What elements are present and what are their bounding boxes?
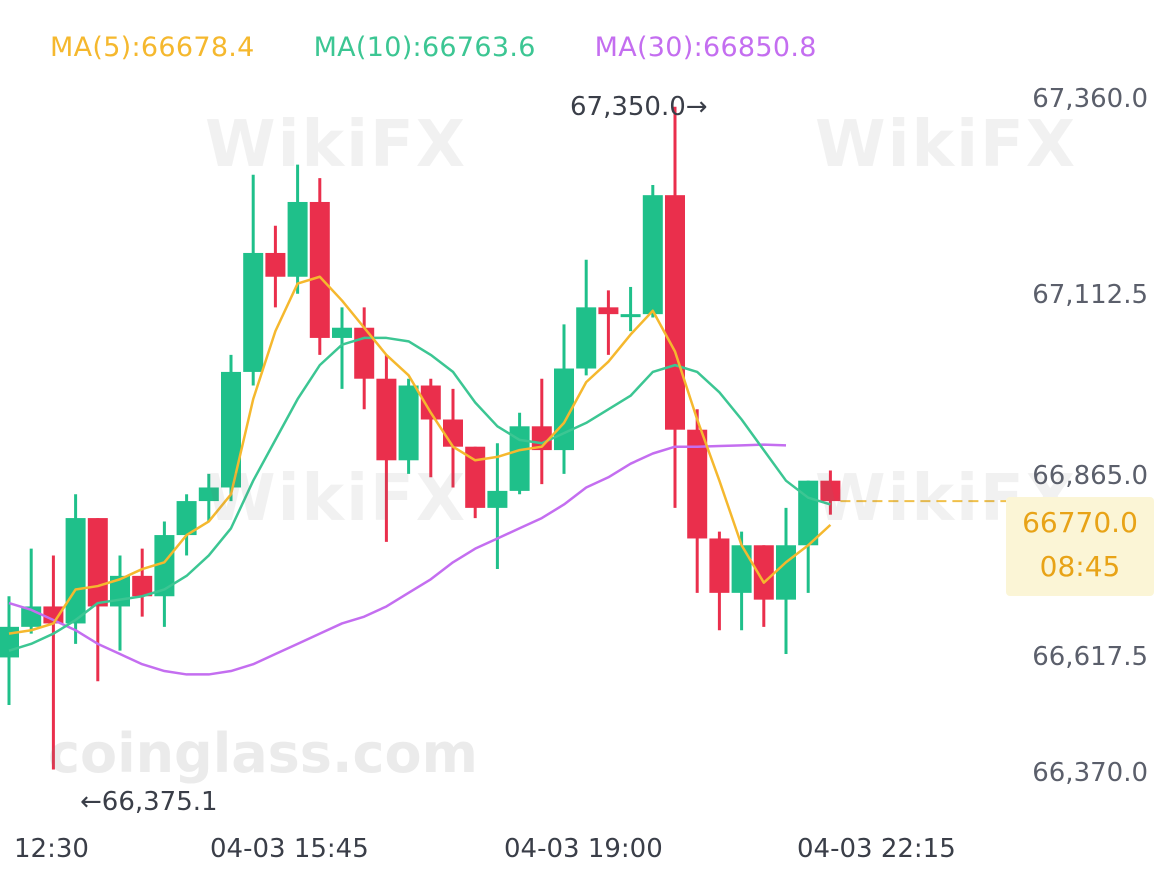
candle-up xyxy=(287,201,308,277)
candle-down xyxy=(132,575,153,597)
y-tick-label: 66,865.0 xyxy=(1032,461,1148,491)
candle-down xyxy=(665,195,685,430)
candle-up xyxy=(576,307,597,369)
candle-down xyxy=(443,419,463,447)
watermark-1: WikiFX xyxy=(205,108,468,182)
current-price-badge: 66770.0 08:45 xyxy=(1006,497,1154,596)
candle-down xyxy=(598,307,619,315)
x-tick-label: 04-03 22:15 xyxy=(797,834,956,864)
candle-down xyxy=(87,518,108,607)
ma-lines-group xyxy=(8,275,832,676)
y-tick-label: 66,617.5 xyxy=(1032,642,1148,672)
y-tick-label: 66,370.0 xyxy=(1032,758,1148,788)
high-marker: 67,350.0→ xyxy=(570,92,708,122)
candle-up xyxy=(776,545,796,600)
ma10-line xyxy=(8,336,831,652)
candles-group xyxy=(0,106,841,770)
candle-up xyxy=(154,535,175,597)
watermark-2: WikiFX xyxy=(815,108,1078,182)
ma5-line xyxy=(8,275,832,635)
ma30-label: MA(30):66850.8 xyxy=(594,32,817,63)
candle-down xyxy=(265,252,286,277)
x-tick-label: 04-03 15:45 xyxy=(210,834,369,864)
watermark-site: coinglass.com xyxy=(48,722,478,785)
candle-up xyxy=(398,385,419,461)
candle-up xyxy=(798,480,819,546)
candle-down xyxy=(465,446,486,508)
candle-down xyxy=(687,429,708,539)
candle-up xyxy=(243,252,264,372)
candle-up xyxy=(509,426,530,491)
current-price: 66770.0 xyxy=(1022,506,1138,539)
ma10-label: MA(10):66763.6 xyxy=(313,32,536,63)
candle-down xyxy=(709,538,730,593)
candle-up xyxy=(221,371,241,488)
candle-up xyxy=(731,545,752,593)
candle-up xyxy=(65,518,86,624)
candle-up xyxy=(620,314,641,318)
x-tick-label: 12:30 xyxy=(14,834,89,864)
watermark-3: WikiFX xyxy=(205,462,468,536)
candle-down xyxy=(309,201,330,338)
candle-down xyxy=(820,480,841,502)
candle-down xyxy=(420,385,441,420)
candle-up xyxy=(487,490,508,508)
candle-down xyxy=(531,426,552,451)
ma5-label: MA(5):66678.4 xyxy=(50,32,255,63)
candle-up xyxy=(332,327,352,338)
y-tick-label: 67,360.0 xyxy=(1032,84,1148,114)
y-tick-label: 67,112.5 xyxy=(1032,280,1148,310)
x-tick-label: 04-03 19:00 xyxy=(504,834,663,864)
candle-down xyxy=(753,545,774,600)
candle-down xyxy=(43,606,64,624)
ma-legend: MA(5):66678.4 MA(10):66763.6 MA(30):6685… xyxy=(50,32,867,63)
candle-countdown: 08:45 xyxy=(1039,550,1121,583)
candle-up xyxy=(642,195,663,315)
candle-up xyxy=(198,487,219,502)
low-marker: ←66,375.1 xyxy=(80,787,218,817)
ma30-line xyxy=(8,443,787,676)
candle-down xyxy=(376,378,397,461)
candle-up xyxy=(176,501,197,536)
